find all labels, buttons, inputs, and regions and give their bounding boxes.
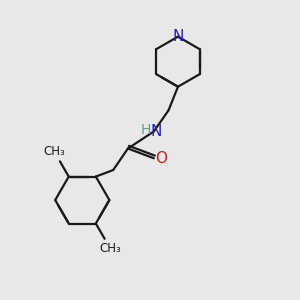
Text: O: O	[155, 151, 167, 166]
Text: N: N	[172, 29, 184, 44]
Text: N: N	[151, 124, 162, 139]
Text: H: H	[140, 123, 151, 137]
Text: CH₃: CH₃	[44, 146, 65, 158]
Text: CH₃: CH₃	[99, 242, 121, 255]
